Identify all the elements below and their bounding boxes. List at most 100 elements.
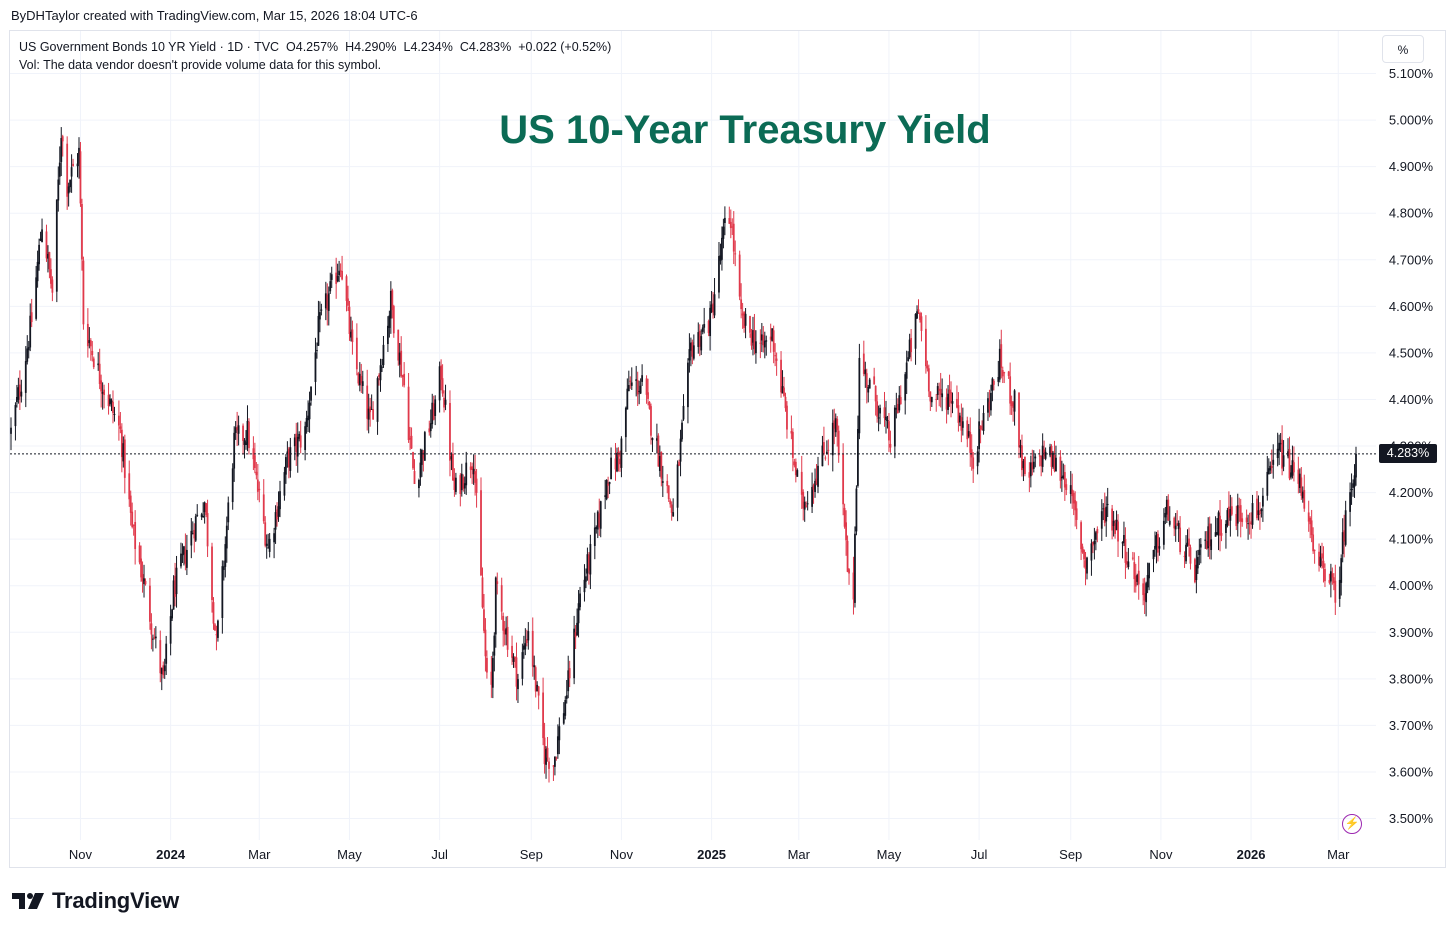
candle-body	[573, 628, 576, 679]
candle-body	[1084, 560, 1087, 569]
candle-body	[185, 549, 188, 568]
candle	[783, 376, 785, 398]
candle	[1257, 495, 1260, 521]
candle-series	[10, 127, 1357, 783]
candle	[845, 510, 847, 556]
x-tick-label: Nov	[1149, 847, 1173, 862]
candle	[471, 462, 474, 484]
candle-body	[283, 472, 286, 496]
candle	[1188, 527, 1190, 557]
candle-body	[81, 203, 83, 260]
candle-body	[982, 412, 985, 431]
candle	[896, 398, 899, 414]
candle-body	[610, 457, 612, 480]
candle-body	[273, 533, 275, 543]
candle-body	[966, 420, 969, 440]
candle-body	[1148, 563, 1150, 579]
candle	[1158, 537, 1161, 556]
candle	[774, 343, 777, 367]
candle	[1225, 520, 1227, 549]
candle-body	[666, 480, 669, 487]
candle-body	[211, 546, 213, 601]
candle	[624, 406, 627, 452]
candle	[608, 481, 611, 495]
candle	[908, 333, 911, 360]
candle-body	[1052, 452, 1054, 467]
chart-attribution: ByDHTaylor created with TradingView.com,…	[11, 8, 418, 23]
candle-body	[91, 350, 94, 356]
candle	[630, 367, 633, 390]
candle	[1355, 446, 1357, 486]
candle	[545, 746, 547, 779]
candle	[1040, 455, 1043, 477]
candle-body	[1040, 455, 1043, 467]
candle-body	[852, 572, 855, 600]
candle-body	[608, 482, 611, 485]
candle	[846, 535, 849, 573]
candle-body	[382, 344, 385, 366]
unit-toggle-button[interactable]: %	[1382, 35, 1424, 63]
candle-body	[651, 438, 654, 441]
candle	[722, 218, 725, 249]
lightning-alert-icon[interactable]: ⚡	[1342, 814, 1362, 834]
candle-body	[57, 179, 60, 201]
candle	[1331, 567, 1334, 585]
candle-body	[904, 374, 907, 401]
y-tick-label: 3.900%	[1389, 625, 1434, 640]
x-tick-label: 2025	[697, 847, 726, 862]
candle-body	[1031, 462, 1034, 470]
candle-body	[149, 585, 151, 622]
candle-body	[620, 438, 623, 468]
candle	[57, 166, 60, 212]
candle	[564, 696, 567, 720]
candle	[1152, 549, 1155, 573]
candle	[1102, 503, 1105, 521]
candle-body	[1121, 542, 1124, 544]
candle-body	[574, 632, 577, 638]
candle-body	[129, 495, 132, 513]
candle-body	[806, 503, 809, 505]
candle	[938, 382, 941, 407]
candle-body	[26, 348, 29, 362]
candle	[1287, 438, 1289, 459]
candle-body	[1350, 489, 1353, 491]
candle	[493, 632, 496, 672]
candle-body	[670, 504, 673, 513]
candle-body	[381, 366, 383, 368]
last-price-badge: 4.283%	[1379, 444, 1437, 463]
candle	[709, 301, 712, 351]
candle	[428, 420, 431, 436]
candle-body	[893, 407, 896, 447]
candle-body	[72, 163, 74, 167]
candle	[598, 498, 601, 536]
candle-body	[1176, 523, 1179, 526]
candle	[515, 642, 518, 701]
candle	[899, 385, 902, 405]
candle-body	[255, 471, 258, 476]
candle-body	[960, 417, 963, 431]
candle	[1060, 460, 1063, 492]
tradingview-brand[interactable]: TradingView	[12, 888, 179, 914]
candle-body	[524, 643, 527, 650]
candle-body	[289, 447, 292, 471]
candle-body	[389, 290, 392, 319]
candle-body	[734, 253, 737, 255]
candle-body	[713, 294, 716, 316]
candle	[236, 411, 239, 446]
candle	[165, 635, 168, 675]
candle	[1148, 562, 1150, 591]
candle-body	[38, 244, 40, 265]
candle	[355, 323, 358, 376]
candle-body	[945, 397, 948, 410]
candle-body	[627, 385, 630, 392]
candle	[234, 421, 237, 440]
candle-body	[41, 229, 43, 243]
candle-body	[279, 491, 281, 510]
candle-body	[744, 313, 747, 326]
candle-body	[1352, 483, 1354, 488]
candle-body	[128, 473, 131, 500]
candle-body	[392, 306, 395, 334]
candle	[956, 385, 958, 409]
candle-body	[1094, 532, 1097, 540]
